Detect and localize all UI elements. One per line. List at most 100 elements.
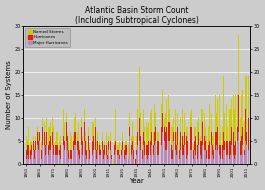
- Bar: [96, 141, 97, 164]
- Bar: [41, 150, 42, 164]
- Bar: [202, 122, 203, 164]
- Bar: [186, 136, 187, 164]
- Bar: [208, 159, 209, 164]
- Bar: [209, 104, 210, 164]
- Bar: [200, 136, 201, 164]
- Bar: [165, 132, 166, 164]
- Bar: [27, 146, 28, 164]
- Bar: [195, 155, 196, 164]
- Bar: [190, 127, 191, 164]
- Bar: [115, 141, 116, 164]
- Bar: [197, 146, 198, 164]
- Bar: [201, 109, 202, 164]
- Bar: [155, 141, 156, 164]
- Bar: [71, 136, 72, 164]
- Bar: [184, 146, 185, 164]
- Bar: [201, 141, 202, 164]
- Bar: [153, 146, 154, 164]
- Bar: [136, 155, 137, 164]
- Bar: [194, 127, 195, 164]
- Bar: [175, 150, 176, 164]
- Bar: [70, 159, 71, 164]
- Bar: [212, 136, 213, 164]
- Bar: [66, 113, 67, 164]
- Bar: [226, 104, 227, 164]
- Bar: [198, 132, 199, 164]
- Bar: [216, 132, 217, 164]
- Bar: [162, 113, 163, 164]
- Bar: [45, 155, 46, 164]
- Bar: [154, 132, 155, 164]
- Bar: [39, 132, 40, 164]
- Bar: [100, 155, 101, 164]
- Bar: [198, 118, 199, 164]
- Bar: [238, 95, 239, 164]
- Bar: [148, 155, 149, 164]
- Bar: [179, 159, 180, 164]
- Bar: [64, 122, 65, 164]
- Bar: [244, 122, 245, 164]
- Bar: [26, 159, 27, 164]
- Bar: [151, 146, 152, 164]
- Bar: [237, 141, 238, 164]
- Bar: [235, 141, 236, 164]
- Bar: [183, 136, 184, 164]
- Bar: [100, 150, 101, 164]
- Bar: [168, 122, 169, 164]
- Legend: Named Storms, Hurricanes, Major Hurricanes: Named Storms, Hurricanes, Major Hurrican…: [25, 28, 70, 47]
- Bar: [151, 109, 152, 164]
- Bar: [27, 155, 28, 164]
- Bar: [35, 136, 36, 164]
- Bar: [180, 150, 181, 164]
- Bar: [230, 141, 231, 164]
- Bar: [113, 159, 114, 164]
- Bar: [241, 95, 242, 164]
- Bar: [41, 159, 42, 164]
- Bar: [213, 132, 214, 164]
- Bar: [248, 150, 249, 164]
- Bar: [96, 150, 97, 164]
- Bar: [63, 109, 64, 164]
- Bar: [176, 155, 177, 164]
- Bar: [124, 146, 125, 164]
- Bar: [93, 136, 94, 164]
- Bar: [92, 155, 93, 164]
- Bar: [75, 113, 76, 164]
- Bar: [92, 122, 93, 164]
- Bar: [237, 95, 238, 164]
- Bar: [204, 136, 205, 164]
- Bar: [114, 141, 115, 164]
- Bar: [233, 155, 234, 164]
- Bar: [82, 155, 83, 164]
- Bar: [150, 141, 151, 164]
- Bar: [230, 155, 231, 164]
- Bar: [193, 159, 194, 164]
- Bar: [126, 146, 127, 164]
- Bar: [132, 141, 133, 164]
- Bar: [52, 118, 53, 164]
- Bar: [242, 90, 243, 164]
- Bar: [224, 113, 225, 164]
- Bar: [182, 109, 183, 164]
- Bar: [34, 159, 35, 164]
- Bar: [191, 150, 192, 164]
- Bar: [228, 141, 229, 164]
- Bar: [222, 127, 223, 164]
- Bar: [242, 146, 243, 164]
- Bar: [183, 146, 184, 164]
- Bar: [128, 159, 129, 164]
- Bar: [30, 141, 31, 164]
- Bar: [172, 150, 173, 164]
- Bar: [71, 150, 72, 164]
- Bar: [173, 141, 174, 164]
- Bar: [146, 122, 147, 164]
- Bar: [55, 155, 56, 164]
- Bar: [89, 159, 90, 164]
- Bar: [121, 150, 122, 164]
- Bar: [95, 150, 96, 164]
- Bar: [155, 127, 156, 164]
- Bar: [84, 122, 85, 164]
- Bar: [241, 155, 242, 164]
- Bar: [68, 150, 69, 164]
- Bar: [245, 141, 246, 164]
